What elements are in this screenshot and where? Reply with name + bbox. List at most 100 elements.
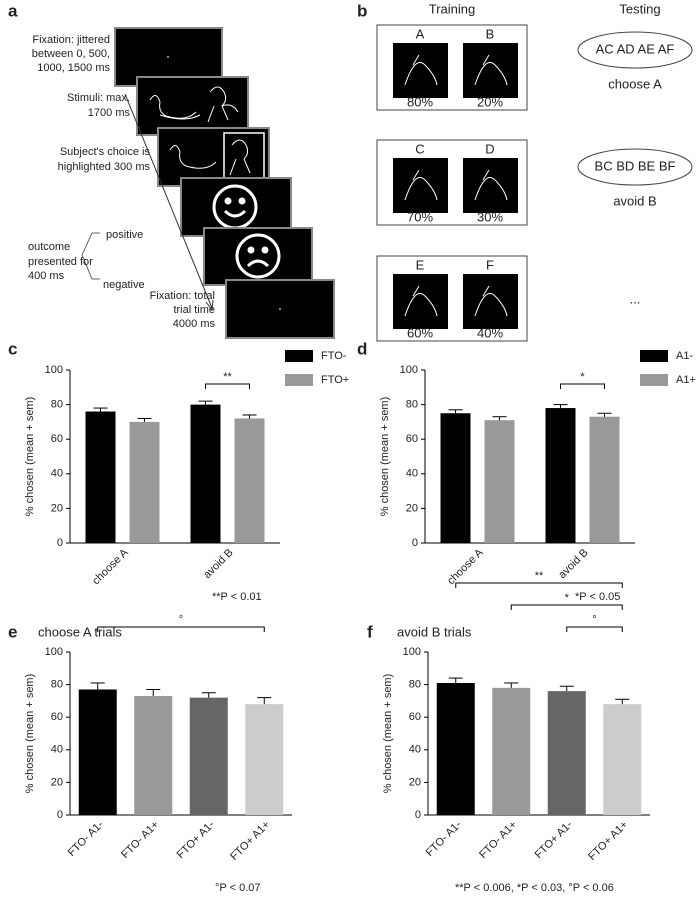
training-box <box>376 24 528 111</box>
legend-label: FTO+ <box>321 374 349 386</box>
stimulus-image <box>463 158 518 213</box>
test-ellipse <box>577 148 693 186</box>
y-tick-label: 0 <box>57 809 63 821</box>
test-rule: choose A <box>608 76 662 91</box>
reward-probability: 40% <box>477 325 503 340</box>
chart-title: choose A trials <box>38 624 122 639</box>
y-tick-label: 80 <box>51 399 63 411</box>
reward-probability: 70% <box>407 209 433 224</box>
y-tick-label: 0 <box>412 537 418 549</box>
stimulus-letter: B <box>486 26 495 41</box>
bar <box>134 696 173 815</box>
monkey-outline <box>229 139 251 176</box>
y-tick-label: 20 <box>51 776 63 788</box>
x-tick-label: FTO+ A1+ <box>228 819 272 863</box>
stimulus-outline <box>404 285 438 317</box>
time-arrow <box>124 93 213 309</box>
smiley-sad <box>235 233 281 279</box>
bar <box>78 689 117 815</box>
y-tick-label: 60 <box>409 711 421 723</box>
panel-label: d <box>357 339 367 358</box>
stimulus-image <box>393 43 448 98</box>
stimulus-image <box>463 274 518 329</box>
bar <box>190 404 221 543</box>
training-box <box>376 139 528 226</box>
y-axis-label: % chosen (mean + sem) <box>24 397 36 517</box>
x-tick-label: avoid B <box>556 547 590 581</box>
heading: Training <box>429 1 475 16</box>
significance-label: ** <box>535 570 544 582</box>
chart-title: avoid B trials <box>397 624 472 639</box>
bar <box>603 704 642 815</box>
text: Subject's choice is highlighted 300 ms <box>58 146 151 173</box>
significance-label: ** <box>223 371 232 383</box>
bar <box>589 416 620 543</box>
text: outcome presented for 400 ms <box>28 241 93 282</box>
y-tick-label: 20 <box>409 776 421 788</box>
y-tick-label: 80 <box>51 679 63 691</box>
stimulus-outline <box>404 54 438 86</box>
x-tick-label: avoid B <box>201 547 235 581</box>
y-tick-label: 80 <box>409 679 421 691</box>
x-tick-label: choose A <box>90 546 131 587</box>
y-axis-label: % chosen (mean + sem) <box>382 674 394 794</box>
fixation-dot <box>167 56 169 58</box>
text: Stimuli: max. 1700 ms <box>67 92 130 119</box>
stimulus-image <box>393 274 448 329</box>
swan-outline <box>149 95 201 120</box>
reward-probability: 30% <box>477 209 503 224</box>
y-tick-label: 0 <box>415 809 421 821</box>
stimulus-image <box>393 158 448 213</box>
y-tick-label: 60 <box>51 711 63 723</box>
x-tick-label: FTO+ A1- <box>533 818 576 861</box>
stimulus-image <box>463 43 518 98</box>
footnote: °P < 0.07 <box>215 882 260 894</box>
stimulus-outline <box>474 54 508 86</box>
footnote: **P < 0.01 <box>212 591 262 603</box>
panel-label: e <box>8 622 17 641</box>
y-tick-label: 40 <box>406 468 418 480</box>
y-tick-label: 40 <box>51 468 63 480</box>
bar <box>440 413 471 543</box>
y-tick-label: 20 <box>51 502 63 514</box>
significance-label: * <box>565 592 570 604</box>
text: negative <box>103 279 145 291</box>
screen <box>136 76 249 136</box>
x-tick-label: FTO+ A1+ <box>586 819 630 863</box>
x-tick-label: FTO- A1- <box>424 818 465 859</box>
smiley-happy <box>212 184 258 230</box>
training-box <box>376 255 528 342</box>
legend-label: A1- <box>676 350 693 362</box>
text: positive <box>106 229 143 241</box>
reward-probability: 60% <box>407 325 433 340</box>
y-tick-label: 80 <box>406 399 418 411</box>
y-tick-label: 0 <box>57 537 63 549</box>
y-tick-label: 40 <box>409 744 421 756</box>
screen <box>157 127 270 187</box>
x-tick-label: choose A <box>445 546 486 587</box>
significance-label: * <box>580 371 585 383</box>
y-axis-label: % chosen (mean + sem) <box>24 674 36 794</box>
test-rule: avoid B <box>613 193 656 208</box>
screen <box>180 177 292 237</box>
monkey-outline <box>207 86 239 123</box>
significance-bracket <box>510 604 623 610</box>
y-tick-label: 100 <box>403 646 421 658</box>
stimulus-letter: A <box>416 26 425 41</box>
panel-a: a Fixation: jittered between 0, 500, 1000,… <box>8 1 335 339</box>
legend-swatch <box>640 374 668 386</box>
legend-swatch <box>285 374 313 386</box>
significance-bracket <box>205 383 250 389</box>
panel-b: b Training Testing ... A 80% B 20% C 70% D 30% E… <box>357 1 693 342</box>
x-tick-label: FTO+ A1- <box>175 818 218 861</box>
panel-label: b <box>357 1 367 20</box>
panel-label: f <box>367 622 373 641</box>
y-tick-label: 60 <box>406 433 418 445</box>
fixation-dot <box>279 308 281 310</box>
x-tick-label: FTO- A1+ <box>119 819 161 861</box>
bar <box>129 421 160 543</box>
legend-label: FTO- <box>321 350 347 362</box>
test-ellipse <box>577 31 693 69</box>
text: Fixation: jittered between 0, 500, 1000, 1… <box>32 34 111 74</box>
stimulus-outline <box>474 169 508 201</box>
